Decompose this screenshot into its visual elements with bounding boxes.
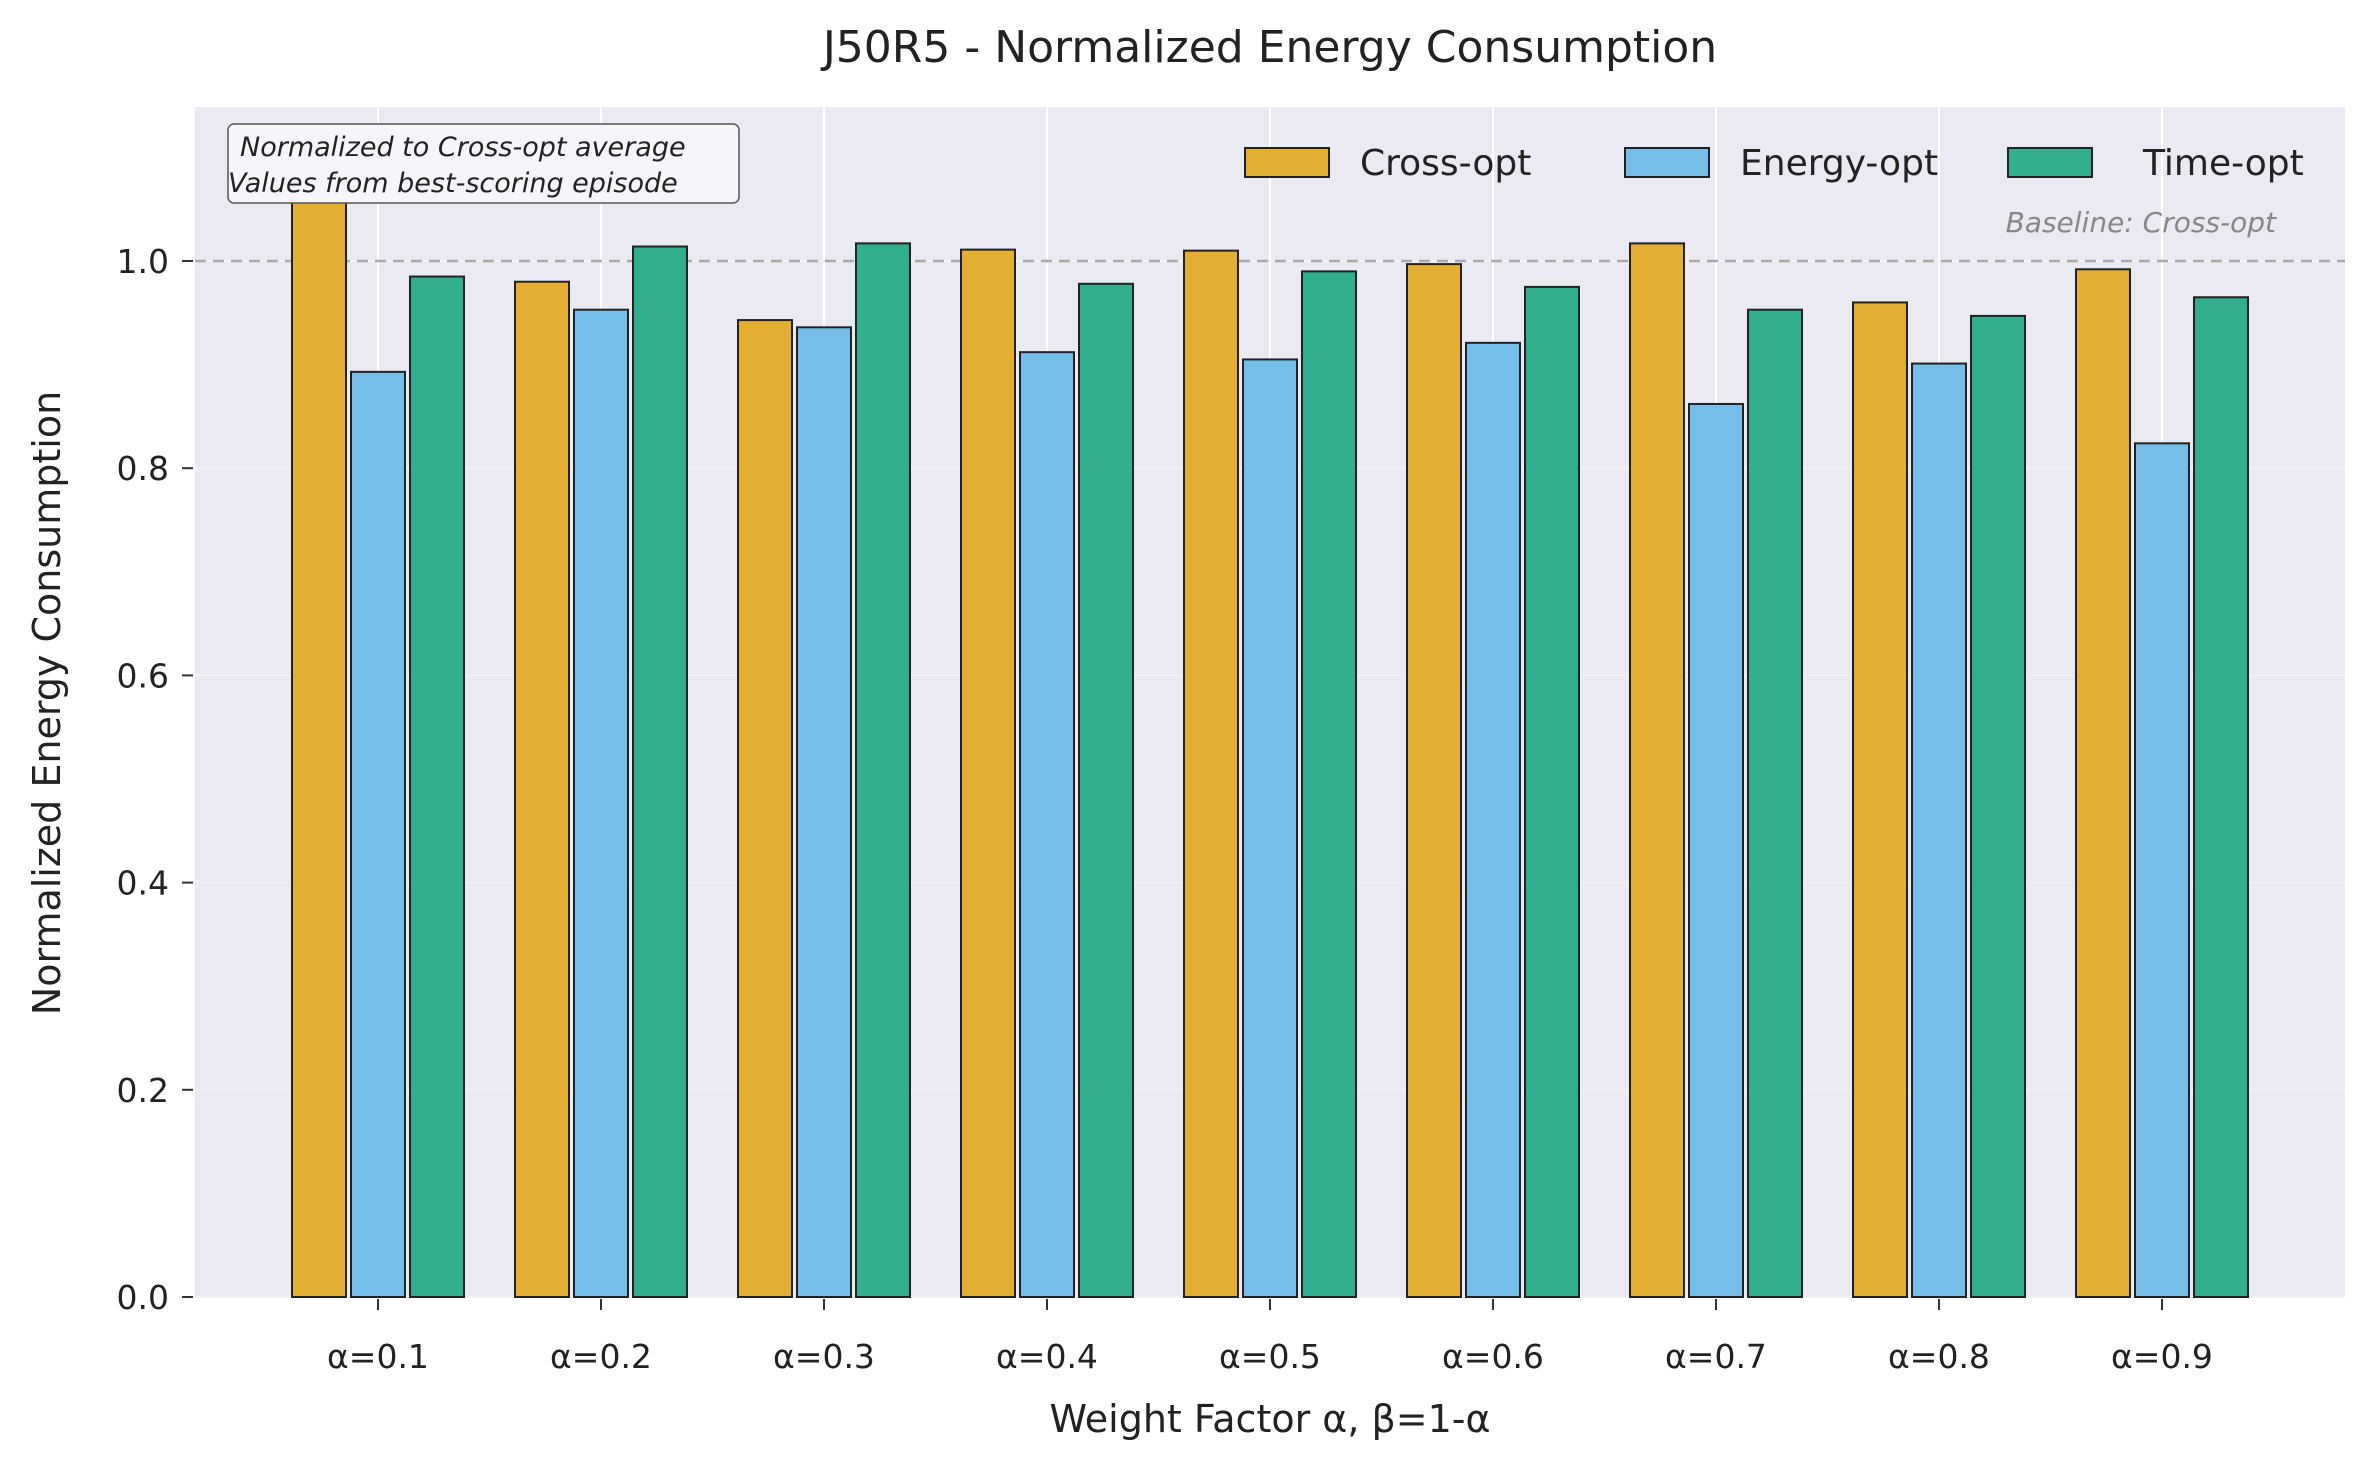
bar-cross-opt-5 — [1183, 249, 1239, 1298]
bar-energy-opt-5 — [1242, 358, 1298, 1299]
bar-time-opt-3 — [855, 242, 911, 1299]
baseline-note: Baseline: Cross-opt — [2006, 206, 2277, 239]
bar-time-opt-7 — [1747, 308, 1803, 1298]
bar-energy-opt-7 — [1688, 402, 1744, 1298]
y-tick-label: 0.8 — [117, 449, 169, 488]
x-tick-label: α=0.6 — [1442, 1337, 1544, 1376]
x-tick-label: α=0.5 — [1219, 1337, 1321, 1376]
bar-time-opt-4 — [1078, 282, 1134, 1298]
bar-energy-opt-2 — [573, 308, 629, 1298]
bar-energy-opt-4 — [1019, 351, 1075, 1298]
y-tick-label: 0.0 — [117, 1278, 169, 1317]
legend: Cross-opt Energy-opt Time-opt — [1244, 143, 2304, 184]
y-tick-label: 0.6 — [117, 656, 169, 695]
y-axis-label: Normalized Energy Consumption — [25, 391, 69, 1015]
bar-cross-opt-4 — [960, 248, 1016, 1298]
bar-cross-opt-7 — [1629, 242, 1685, 1299]
x-tick-label: α=0.9 — [2111, 1337, 2213, 1376]
x-tick-label: α=0.2 — [550, 1337, 652, 1376]
bar-time-opt-1 — [409, 275, 465, 1299]
annotation-line-2: Values from best-scoring episode — [228, 168, 678, 199]
bar-cross-opt-1 — [291, 161, 347, 1299]
legend-label-time-opt: Time-opt — [2142, 143, 2304, 184]
x-tick-label: α=0.3 — [773, 1337, 875, 1376]
y-tick-label: 1.0 — [117, 242, 169, 281]
axis-layer: 0.0 0.2 0.4 0.6 0.8 1.0 α=0.1 α=0.2 α=0.3 α=0.4 α=… — [117, 242, 2213, 1376]
bar-time-opt-2 — [632, 245, 688, 1299]
y-tick-label: 0.2 — [117, 1071, 169, 1110]
annotation-frame — [227, 123, 740, 204]
bar-cross-opt-2 — [514, 280, 570, 1299]
bar-energy-opt-8 — [1911, 362, 1967, 1298]
bar-energy-opt-9 — [2134, 442, 2190, 1298]
bar-cross-opt-6 — [1406, 263, 1462, 1298]
legend-swatch-cross-opt — [1244, 147, 1330, 178]
annotation-box: Normalized to Cross-opt average Values f… — [227, 123, 740, 204]
bar-time-opt-8 — [1970, 314, 2026, 1298]
legend-label-energy-opt: Energy-opt — [1740, 143, 1938, 184]
bar-energy-opt-1 — [350, 370, 406, 1298]
x-tick-label: α=0.8 — [1888, 1337, 1990, 1376]
x-tick-label: α=0.7 — [1665, 1337, 1767, 1376]
bar-cross-opt-8 — [1852, 301, 1908, 1298]
bar-energy-opt-3 — [796, 326, 852, 1298]
bar-time-opt-9 — [2193, 296, 2249, 1298]
legend-swatch-energy-opt — [1624, 147, 1710, 178]
bar-cross-opt-3 — [737, 319, 793, 1298]
x-tick-label: α=0.1 — [327, 1337, 429, 1376]
legend-swatch-time-opt — [2007, 147, 2093, 178]
bars-layer — [291, 161, 2249, 1299]
x-axis-label: Weight Factor α, β=1-α — [1049, 1397, 1490, 1441]
legend-label-cross-opt: Cross-opt — [1360, 143, 1531, 184]
x-tick-label: α=0.4 — [996, 1337, 1098, 1376]
bar-time-opt-5 — [1301, 270, 1357, 1298]
y-tick-label: 0.4 — [117, 864, 169, 903]
bar-energy-opt-6 — [1465, 341, 1521, 1298]
chart-title: J50R5 - Normalized Energy Consumption — [820, 22, 1717, 73]
annotation-line-1: Normalized to Cross-opt average — [240, 132, 686, 163]
bar-cross-opt-9 — [2075, 268, 2131, 1299]
bar-time-opt-6 — [1524, 285, 1580, 1298]
